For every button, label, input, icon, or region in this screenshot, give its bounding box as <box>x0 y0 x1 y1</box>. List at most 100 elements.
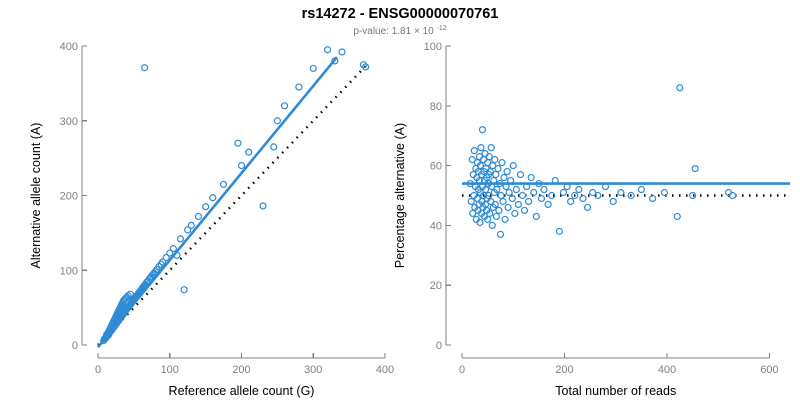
data-point <box>508 194 516 203</box>
data-point <box>627 191 635 200</box>
data-point <box>571 191 579 200</box>
data-point <box>494 164 502 173</box>
data-point <box>491 200 499 209</box>
y-axis-tick-label: 100 <box>60 265 78 277</box>
y-axis-tick-label: 80 <box>430 101 442 113</box>
data-point <box>544 200 552 209</box>
data-point <box>516 170 525 179</box>
data-point <box>331 57 339 65</box>
left-panel-scatter: 0 100 200 300 400 0 100 200 300 400 Reference alle… <box>29 41 394 398</box>
data-point <box>273 117 281 125</box>
data-point <box>609 197 617 206</box>
x-axis-tick-label: 400 <box>658 364 676 376</box>
data-point <box>162 253 170 262</box>
data-point <box>166 249 174 257</box>
data-point <box>501 215 509 224</box>
data-point <box>520 206 529 215</box>
data-point <box>660 188 669 197</box>
data-point <box>309 64 317 73</box>
p-value-prefix: p-value: 1.81 <box>353 26 411 37</box>
data-point <box>280 102 289 110</box>
data-point <box>470 147 478 155</box>
data-point <box>478 126 487 134</box>
data-point <box>498 159 506 167</box>
data-point <box>486 209 494 218</box>
data-point <box>481 185 490 194</box>
y-axis-title: Alternative allele count (A) <box>29 123 43 269</box>
data-point <box>184 226 192 234</box>
x-axis-title: Total number of reads <box>555 384 676 398</box>
data-point <box>548 191 556 200</box>
data-point <box>511 209 519 218</box>
y-axis-tick-label: 0 <box>436 340 442 352</box>
y-axis-tick-label: 40 <box>430 220 442 232</box>
data-point <box>476 218 484 227</box>
x-axis-tick-label: 200 <box>232 364 250 376</box>
data-point <box>559 188 568 197</box>
data-point <box>491 156 499 164</box>
data-point <box>691 164 699 173</box>
x-axis-tick-label: 300 <box>304 364 322 376</box>
data-point <box>728 191 737 200</box>
data-point <box>477 144 485 152</box>
y-axis-tick-label: 60 <box>430 161 442 173</box>
data-point <box>496 179 504 188</box>
data-point <box>495 206 503 215</box>
data-point <box>187 221 195 229</box>
data-point <box>527 173 535 182</box>
data-point <box>486 167 494 176</box>
data-point <box>488 221 496 229</box>
y-axis-tick-label: 20 <box>430 280 442 292</box>
data-point <box>496 230 505 238</box>
data-point <box>617 188 625 197</box>
data-point <box>237 162 246 170</box>
x-axis-tick-label: 0 <box>459 364 465 376</box>
data-point <box>490 176 498 185</box>
p-value-base: 10 <box>423 26 435 37</box>
data-point <box>324 46 332 54</box>
x-axis-tick-label: 100 <box>161 364 179 376</box>
data-point <box>502 182 510 191</box>
data-point <box>484 215 492 224</box>
data-point <box>579 194 587 203</box>
data-point <box>518 191 527 200</box>
y-axis-tick-label: 200 <box>60 191 78 203</box>
data-point <box>155 262 163 271</box>
data-layer <box>96 46 371 349</box>
x-axis-tick-label: 600 <box>760 364 778 376</box>
y-axis-tick-label: 0 <box>72 340 78 352</box>
data-point <box>649 194 657 203</box>
data-point <box>488 182 496 191</box>
data-point <box>530 188 538 197</box>
data-point <box>504 203 512 212</box>
data-point <box>492 170 500 179</box>
data-point <box>537 194 546 203</box>
data-point <box>525 197 533 206</box>
data-point <box>575 185 583 194</box>
x-axis-title: Reference allele count (G) <box>169 384 315 398</box>
x-axis-tick-label: 0 <box>95 364 101 376</box>
data-point <box>555 227 563 235</box>
data-point <box>485 191 493 200</box>
multiplication-sign: × <box>414 26 420 37</box>
p-value-subtitle: p-value: 1.81 × 10 -12 <box>353 25 446 37</box>
data-point <box>509 162 517 170</box>
data-point <box>563 182 571 191</box>
data-point <box>219 180 228 188</box>
data-point <box>209 194 217 202</box>
data-point <box>637 185 645 194</box>
data-point <box>512 185 520 194</box>
data-point <box>551 176 559 185</box>
data-point <box>522 182 531 191</box>
data-point <box>540 185 548 194</box>
data-point <box>158 258 167 266</box>
page-title: rs14272 - ENSG00000070761 <box>302 6 499 22</box>
data-point <box>507 176 515 185</box>
data-point <box>475 176 484 185</box>
data-point <box>487 144 495 152</box>
data-point <box>476 162 485 170</box>
data-point <box>485 153 493 161</box>
p-value-exponent: -12 <box>437 25 447 32</box>
